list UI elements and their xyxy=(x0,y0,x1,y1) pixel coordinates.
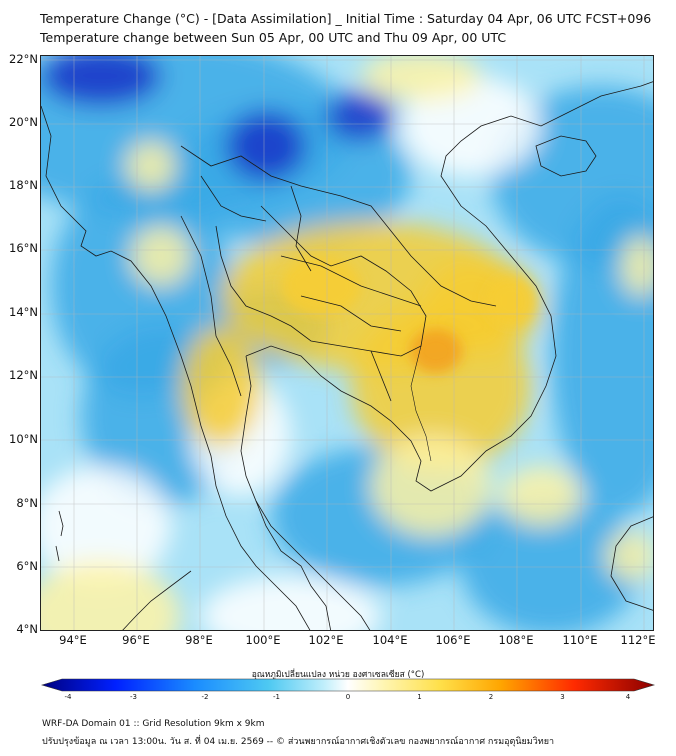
colorbar-tick-label: 3 xyxy=(560,693,565,701)
lat-label: 8°N xyxy=(16,496,38,510)
lat-label: 4°N xyxy=(16,622,38,636)
colorbar-title: อุณหภูมิเปลี่ยนแปลง หน่วย องศาเซลเซียส (… xyxy=(251,670,425,680)
lon-label: 102°E xyxy=(308,633,344,647)
colorbar-tick-label: -2 xyxy=(201,693,209,701)
temperature-change-map xyxy=(40,55,654,631)
colorbar-gradient xyxy=(40,678,656,692)
lon-label: 98°E xyxy=(185,633,213,647)
lon-label: 94°E xyxy=(59,633,87,647)
lat-label: 10°N xyxy=(9,432,38,446)
colorbar xyxy=(40,678,656,692)
lat-label: 14°N xyxy=(9,305,38,319)
lon-label: 100°E xyxy=(245,633,281,647)
colorbar-tick-label: 0 xyxy=(345,693,351,701)
lat-label: 16°N xyxy=(9,241,38,255)
lon-label: 96°E xyxy=(122,633,150,647)
colorbar-tick-label: 4 xyxy=(625,693,631,701)
lat-label: 12°N xyxy=(9,368,38,382)
colorbar-tick-label: 1 xyxy=(417,693,422,701)
lat-label: 22°N xyxy=(9,52,38,66)
chart-title: Temperature Change (°C) - [Data Assimila… xyxy=(40,11,652,26)
lon-label: 112°E xyxy=(620,633,656,647)
colorbar-tick-label: -1 xyxy=(273,693,280,701)
lat-label: 6°N xyxy=(16,559,38,573)
colorbar-tick-label: -4 xyxy=(64,693,72,701)
temperature-field-hotspots xyxy=(281,256,536,373)
colorbar-tick-label: -3 xyxy=(130,693,137,701)
map-canvas xyxy=(41,56,653,630)
footer-credit: ปรับปรุงข้อมูล ณ เวลา 13:00น. วัน ส. ที่… xyxy=(42,737,555,747)
lon-label: 106°E xyxy=(435,633,471,647)
graticule xyxy=(41,56,653,630)
footer-model-info: WRF-DA Domain 01 :: Grid Resolution 9km … xyxy=(42,719,265,729)
colorbar-tick-label: 2 xyxy=(488,693,494,701)
lat-label: 18°N xyxy=(9,178,38,192)
temperature-field xyxy=(41,56,653,630)
lon-label: 108°E xyxy=(498,633,534,647)
chart-subtitle: Temperature change between Sun 05 Apr, 0… xyxy=(40,30,507,45)
lon-label: 104°E xyxy=(372,633,408,647)
lon-label: 110°E xyxy=(562,633,598,647)
lat-label: 20°N xyxy=(9,115,38,129)
coastlines-and-borders xyxy=(41,81,653,630)
